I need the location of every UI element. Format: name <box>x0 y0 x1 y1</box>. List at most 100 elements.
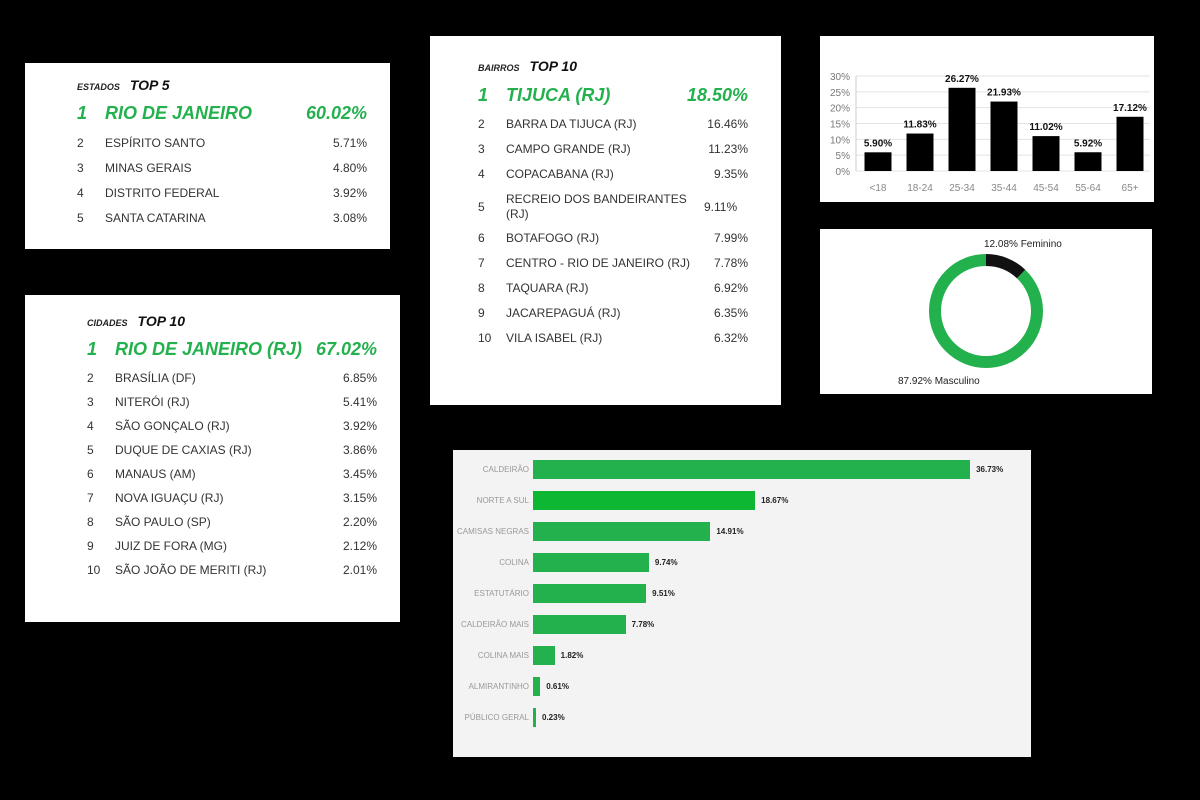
bar-value-label: 11.83% <box>903 120 936 131</box>
bar-value-label: 7.78% <box>631 620 655 629</box>
name: MANAUS (AM) <box>115 467 196 481</box>
rank: 9 <box>478 306 485 320</box>
percentage: 9.11% <box>704 200 738 214</box>
list-item: 1 TIJUCA (RJ) 18.50% <box>478 85 748 106</box>
panel-title: TOP 10 <box>137 313 185 329</box>
feminino-label: 12.08% Feminino <box>984 239 1062 250</box>
group-bar <box>533 491 756 510</box>
y-tick-label: 0% <box>836 167 851 178</box>
list-item: 7 NOVA IGUAÇU (RJ) 3.15% <box>87 491 377 505</box>
percentage: 60.02% <box>305 103 367 123</box>
name: SÃO GONÇALO (RJ) <box>115 419 230 433</box>
name: TAQUARA (RJ) <box>506 281 589 295</box>
age-bar <box>864 152 892 171</box>
percentage: 6.32% <box>713 331 748 345</box>
rank: 6 <box>87 467 94 481</box>
name: RECREIO DOS BANDEIRANTES (RJ) <box>506 192 687 221</box>
list-item: 3 NITERÓI (RJ) 5.41% <box>87 395 377 409</box>
masculino-label: 87.92% Masculino <box>898 376 980 387</box>
rank: 3 <box>87 395 94 409</box>
percentage: 4.80% <box>332 161 367 175</box>
name: RIO DE JANEIRO (RJ) <box>115 339 303 359</box>
name: NITERÓI (RJ) <box>115 395 190 409</box>
percentage: 6.92% <box>713 281 748 295</box>
rank: 2 <box>77 136 84 150</box>
bar-value-label: 1.82% <box>560 651 584 660</box>
bar-value-label: 5.90% <box>864 138 892 149</box>
y-tick-label: 20% <box>830 104 850 115</box>
percentage: 67.02% <box>315 339 377 359</box>
group-bar <box>533 584 647 603</box>
list-item: 8 SÃO PAULO (SP) 2.20% <box>87 515 377 529</box>
name: DISTRITO FEDERAL <box>105 186 220 200</box>
rank: 1 <box>87 339 98 359</box>
group-bar <box>533 708 536 727</box>
age-bar <box>948 87 976 171</box>
y-tick-label: 15% <box>830 120 850 131</box>
name: JACAREPAGUÁ (RJ) <box>506 306 621 320</box>
category-label: PÚBLICO GERAL <box>464 713 529 722</box>
bairros-panel: BAIRROS TOP 10 1 TIJUCA (RJ) 18.50% 2 BARRA DA… <box>430 36 781 405</box>
group-bar <box>533 646 555 665</box>
y-tick-label: 30% <box>830 72 850 83</box>
percentage: 3.86% <box>342 443 377 457</box>
panel-header: CIDADES TOP 10 <box>87 313 185 329</box>
donut-slice-masculino <box>929 254 1043 368</box>
group-bar <box>533 460 971 479</box>
name: SÃO PAULO (SP) <box>115 515 211 529</box>
age-chart-panel: 0% 5% 10% 15% 20% 25% 30% 5.90% <18 11.83% 18-24 26… <box>820 36 1154 202</box>
rank: 5 <box>77 211 84 225</box>
rank: 7 <box>478 256 485 270</box>
y-tick-label: 10% <box>830 135 850 146</box>
name: BOTAFOGO (RJ) <box>506 231 600 245</box>
list-item: 3 MINAS GERAIS 4.80% <box>77 161 367 175</box>
age-bar <box>990 101 1018 171</box>
rank: 1 <box>77 103 88 123</box>
age-bar <box>1032 136 1060 171</box>
list-item: 4 DISTRITO FEDERAL 3.92% <box>77 186 367 200</box>
bar-value-label: 9.74% <box>654 558 678 567</box>
y-tick-label: 25% <box>830 88 850 99</box>
percentage: 9.35% <box>713 167 748 181</box>
percentage: 2.20% <box>342 515 377 529</box>
bar-value-label: 11.02% <box>1029 122 1062 133</box>
panel-label: ESTADOS <box>77 82 120 92</box>
rank: 7 <box>87 491 94 505</box>
name: COPACABANA (RJ) <box>506 167 614 181</box>
group-bar <box>533 522 711 541</box>
panel-header: ESTADOS TOP 5 <box>77 77 170 93</box>
name: TIJUCA (RJ) <box>506 85 611 105</box>
rank: 5 <box>478 200 485 214</box>
rank: 1 <box>478 85 489 105</box>
category-label: CALDEIRÃO MAIS <box>460 620 529 629</box>
rank: 4 <box>478 167 485 181</box>
estados-panel: ESTADOS TOP 5 1 RIO DE JANEIRO 60.02% 2 ESPÍRI… <box>25 63 390 249</box>
bar-value-label: 5.92% <box>1074 138 1102 149</box>
list-item: 10 SÃO JOÃO DE MERITI (RJ) 2.01% <box>87 563 377 577</box>
percentage: 3.92% <box>342 419 377 433</box>
x-tick-label: 35-44 <box>991 183 1017 194</box>
list-item: 9 JACAREPAGUÁ (RJ) 6.35% <box>478 306 748 320</box>
category-label: NORTE A SUL <box>476 496 529 505</box>
percentage: 18.50% <box>686 85 748 105</box>
list-item: 2 ESPÍRITO SANTO 5.71% <box>77 136 367 150</box>
list-item: 5 SANTA CATARINA 3.08% <box>77 211 367 225</box>
rank: 10 <box>478 331 492 345</box>
name: NOVA IGUAÇU (RJ) <box>115 491 224 505</box>
panel-label: CIDADES <box>87 318 128 328</box>
list-item: 5 RECREIO DOS BANDEIRANTES (RJ) 9.11% <box>478 192 748 222</box>
rank: 6 <box>478 231 485 245</box>
y-tick-label: 5% <box>836 151 851 162</box>
list-item: 2 BRASÍLIA (DF) 6.85% <box>87 371 377 385</box>
bar-value-label: 0.61% <box>546 682 569 691</box>
category-label: COLINA <box>499 558 529 567</box>
group-bar <box>533 553 649 572</box>
age-bar <box>1116 116 1144 171</box>
percentage: 11.23% <box>708 142 748 156</box>
rank: 10 <box>87 563 101 577</box>
group-chart-panel: CALDEIRÃO 36.73% NORTE A SUL 18.67% CAMISAS … <box>453 450 1031 757</box>
name: VILA ISABEL (RJ) <box>506 331 603 345</box>
rank: 4 <box>77 186 84 200</box>
name: SÃO JOÃO DE MERITI (RJ) <box>115 563 267 577</box>
rank: 3 <box>478 142 485 156</box>
